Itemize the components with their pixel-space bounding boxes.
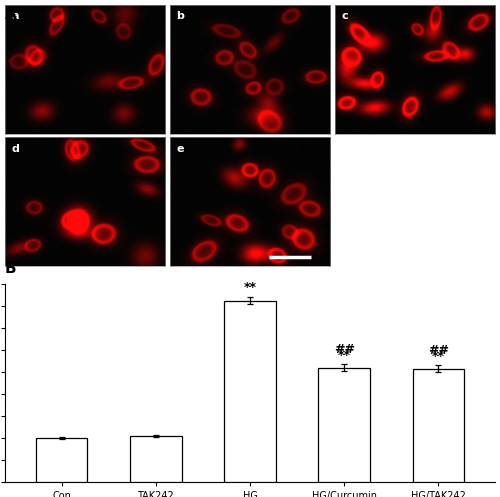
Bar — [318, 368, 370, 482]
Text: **: ** — [338, 349, 350, 362]
Bar — [36, 438, 88, 482]
Bar — [412, 369, 465, 482]
Text: A: A — [5, 7, 17, 22]
Text: a: a — [12, 11, 19, 21]
Bar — [130, 436, 182, 482]
Text: d: d — [12, 144, 20, 154]
Text: **: ** — [244, 281, 256, 294]
Text: B: B — [5, 261, 16, 276]
Text: c: c — [342, 11, 348, 21]
Bar — [224, 301, 276, 482]
Text: ##: ## — [428, 344, 449, 357]
Text: b: b — [176, 11, 184, 21]
Text: ##: ## — [334, 343, 354, 356]
Text: **: ** — [432, 350, 445, 363]
Text: e: e — [176, 144, 184, 154]
